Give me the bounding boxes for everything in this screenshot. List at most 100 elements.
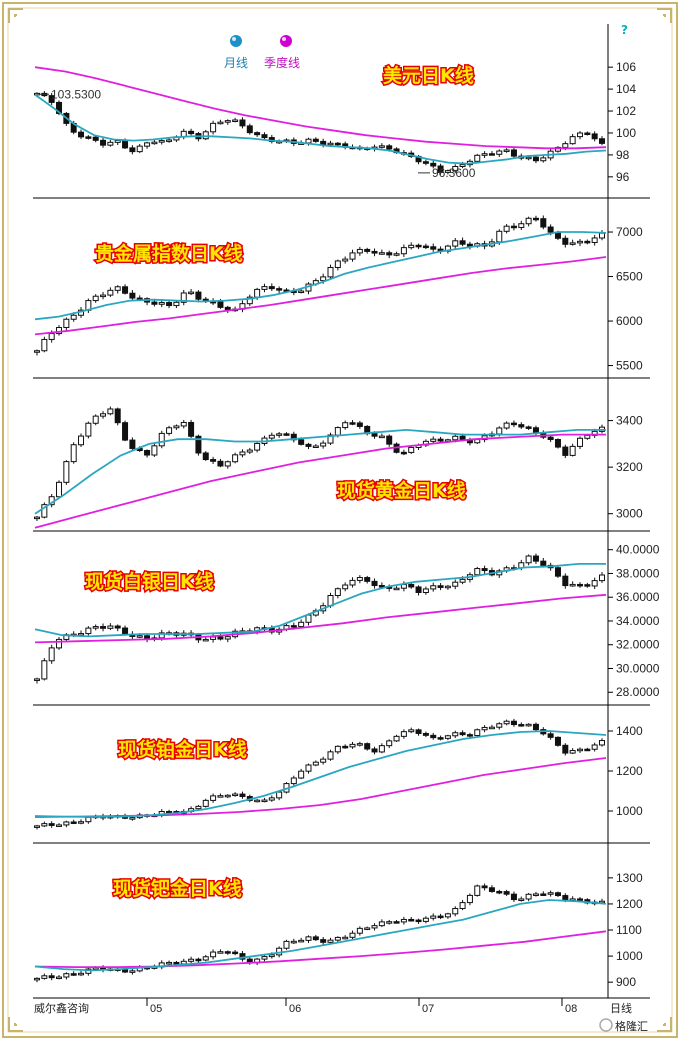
candle: [144, 634, 151, 643]
candle-body: [584, 240, 591, 244]
candle-body: [217, 460, 224, 467]
candle: [342, 420, 349, 430]
candle-body: [591, 744, 598, 750]
candle-body: [342, 584, 349, 590]
candle-body: [459, 164, 466, 168]
candle: [195, 957, 202, 963]
candle-body: [239, 451, 246, 456]
candle: [459, 730, 466, 737]
candle: [34, 977, 40, 983]
candle: [224, 635, 231, 643]
candle: [356, 420, 363, 429]
candle-body: [481, 726, 488, 731]
candle: [268, 283, 275, 291]
y-tick-label: 3000: [616, 507, 643, 521]
candle: [393, 586, 400, 591]
candle: [342, 935, 349, 940]
legend-quarter-label: 季度线: [264, 55, 300, 70]
candle: [290, 431, 297, 443]
candle: [305, 763, 312, 774]
candle-body: [290, 625, 297, 628]
candle: [85, 421, 92, 439]
candle-body: [298, 621, 305, 628]
candle-body: [554, 736, 561, 746]
candle: [63, 317, 70, 331]
candle-body: [562, 143, 569, 148]
corner-ornament-1: [2, 2, 29, 29]
candle: [239, 791, 246, 799]
candle-body: [349, 743, 356, 748]
candle-body: [437, 585, 444, 588]
candle: [466, 241, 473, 250]
candle-body: [312, 445, 319, 448]
candle: [569, 133, 576, 145]
candle-body: [261, 134, 268, 139]
candle: [422, 916, 429, 924]
candle: [452, 164, 459, 174]
candle: [114, 285, 121, 294]
candle: [342, 141, 349, 150]
candle: [63, 460, 70, 485]
candle: [224, 305, 231, 314]
candle-body: [356, 422, 363, 427]
candle-body: [56, 101, 63, 114]
candle: [48, 644, 55, 664]
y-tick-label: 104: [616, 82, 636, 96]
candle: [554, 566, 561, 578]
candle-body: [599, 138, 605, 144]
panel-title: 贵金属指数日K线: [95, 242, 243, 265]
candle: [349, 249, 356, 262]
candle-body: [371, 925, 378, 929]
candle: [70, 819, 77, 825]
candle: [268, 134, 275, 144]
candle: [599, 424, 605, 434]
candle-body: [70, 821, 77, 824]
candle: [342, 256, 349, 264]
candle: [122, 420, 129, 442]
candle: [569, 896, 576, 901]
candle: [327, 749, 334, 761]
candle-body: [70, 973, 77, 976]
candle: [312, 934, 319, 942]
candle: [56, 975, 63, 980]
candle: [510, 147, 517, 159]
candle-body: [584, 132, 591, 136]
candle-body: [305, 614, 312, 623]
candle: [210, 456, 217, 464]
panel-title: 现货钯金日K线: [113, 877, 242, 900]
candle: [576, 131, 583, 140]
candle-body: [496, 427, 503, 435]
candle: [481, 725, 488, 733]
candle-body: [188, 421, 195, 437]
candle-body: [232, 119, 239, 122]
candle-body: [327, 434, 334, 444]
candle-body: [430, 585, 437, 590]
candle-body: [122, 140, 129, 149]
candle-body: [136, 635, 143, 638]
corner-ornament-3: [2, 1011, 29, 1038]
candle-body: [48, 975, 55, 979]
candle-body: [400, 451, 407, 455]
candle: [195, 290, 202, 303]
candle: [107, 406, 114, 416]
candle-body: [268, 797, 275, 801]
candle-body: [166, 961, 173, 965]
candle: [496, 889, 503, 895]
candle: [217, 458, 224, 468]
candle-body: [503, 225, 510, 232]
candle-body: [158, 302, 165, 305]
candle-body: [591, 237, 598, 244]
candle-body: [305, 764, 312, 772]
candle-body: [342, 422, 349, 429]
candle-body: [540, 218, 547, 228]
candle: [283, 939, 290, 950]
candle-body: [261, 286, 268, 290]
candle: [452, 238, 459, 250]
candle: [591, 131, 598, 142]
candle-body: [356, 248, 363, 254]
panel-title: 现货黄金日K线: [337, 479, 466, 502]
candle: [202, 129, 209, 141]
candle: [129, 145, 136, 155]
candle-body: [224, 120, 231, 123]
candle: [34, 516, 40, 522]
